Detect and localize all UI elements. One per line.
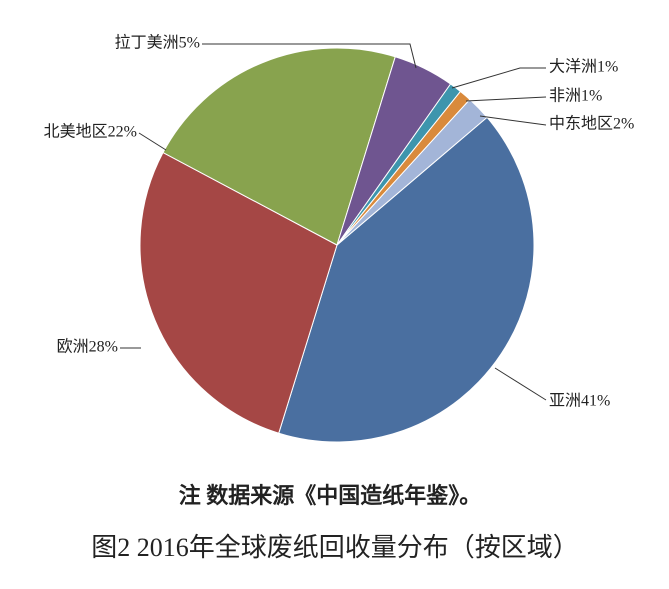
pie-slice bbox=[139, 151, 338, 434]
leader-line bbox=[465, 96, 547, 102]
leader-line bbox=[494, 367, 547, 401]
leader-line bbox=[451, 67, 546, 89]
chart-note: 注 数据来源《中国造纸年鉴》。 bbox=[179, 483, 482, 508]
leader-line bbox=[202, 43, 417, 69]
slice-label: 非洲1% bbox=[549, 87, 602, 105]
slice-label: 亚洲41% bbox=[549, 393, 610, 410]
leader-line bbox=[479, 115, 547, 126]
slice-label: 欧洲28% bbox=[57, 338, 118, 356]
slice-label: 拉丁美洲5% bbox=[115, 34, 200, 52]
pie-slice bbox=[278, 116, 535, 443]
chart-title: 图2 2016年全球废纸回收量分布（按区域） bbox=[91, 533, 579, 562]
leader-line bbox=[138, 132, 167, 151]
slice-label: 大洋洲1% bbox=[549, 58, 618, 76]
pie-slice bbox=[162, 47, 396, 246]
slice-label: 北美地区22% bbox=[44, 123, 137, 141]
slice-label: 中东地区2% bbox=[549, 115, 634, 133]
